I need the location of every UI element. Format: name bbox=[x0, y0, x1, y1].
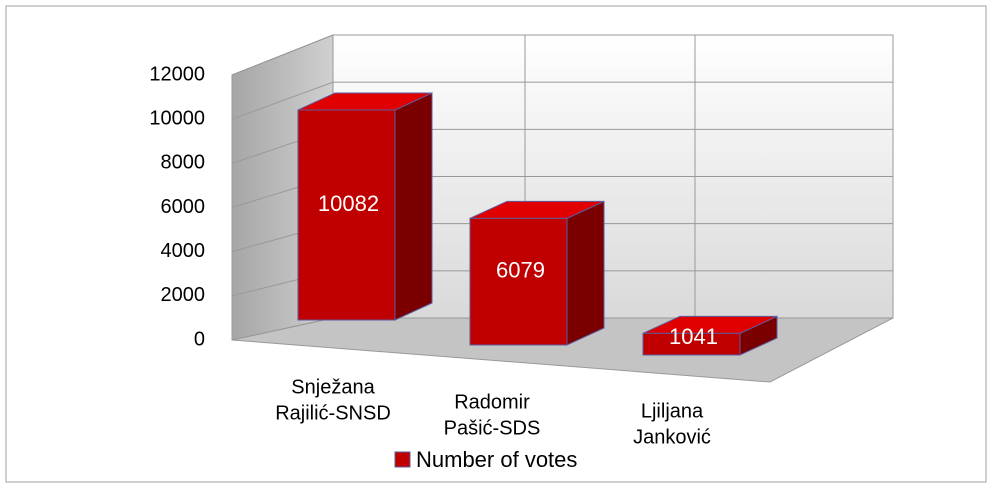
grid-line bbox=[231, 34, 893, 76]
x-tick-label: Radomir bbox=[454, 391, 530, 413]
y-tick-label: 4000 bbox=[161, 240, 206, 262]
bar bbox=[297, 109, 396, 321]
y-tick-label: 10000 bbox=[149, 107, 205, 129]
value-label: 10082 bbox=[318, 191, 379, 216]
value-label: 1041 bbox=[669, 324, 718, 349]
legend-swatch bbox=[394, 451, 411, 468]
x-tick-label: Snježana bbox=[291, 376, 375, 398]
bar bbox=[642, 332, 741, 356]
x-tick-label: Ljiljana bbox=[641, 400, 704, 422]
labels: 0 2000 4000 6000 8000 10000 12000 Snježana Rajil… bbox=[149, 63, 718, 472]
chart-frame bbox=[5, 5, 987, 483]
y-tick-label: 8000 bbox=[161, 152, 206, 174]
x-tick-label: Janković bbox=[633, 426, 711, 448]
bar bbox=[469, 217, 568, 346]
x-tick-label: Pašić-SDS bbox=[444, 417, 541, 439]
bars bbox=[297, 92, 778, 356]
x-tick-label: Rajilić-SNSD bbox=[275, 402, 391, 424]
value-label: 6079 bbox=[496, 257, 545, 282]
legend-label: Number of votes bbox=[416, 447, 577, 472]
bar-side bbox=[394, 92, 433, 321]
y-tick-label: 2000 bbox=[161, 284, 206, 306]
y-tick-label: 0 bbox=[194, 328, 205, 350]
y-tick-label: 12000 bbox=[149, 63, 205, 85]
y-tick-label: 6000 bbox=[161, 196, 206, 218]
grid-line bbox=[231, 81, 893, 120]
bar-side bbox=[566, 200, 605, 346]
